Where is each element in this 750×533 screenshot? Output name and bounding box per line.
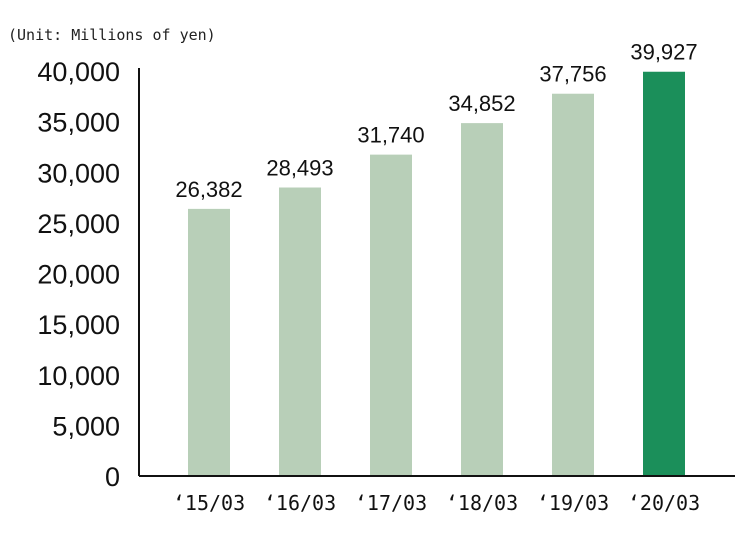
value-labels: 26,382 28,493 31,740 34,852 37,756 39,927	[175, 40, 697, 202]
y-tick-label: 30,000	[37, 158, 120, 188]
x-tick-label: ‘16/03	[264, 491, 336, 515]
unit-label: (Unit: Millions of yen)	[8, 26, 216, 44]
x-tick-label: ‘17/03	[355, 491, 427, 515]
bar-value-label: 37,756	[539, 62, 606, 87]
bar	[188, 208, 230, 476]
y-tick-label: 20,000	[37, 260, 120, 290]
y-tick-label: 40,000	[37, 57, 120, 87]
bar	[461, 123, 503, 476]
x-tick-label: ‘18/03	[446, 491, 518, 515]
bar-value-label: 28,493	[266, 156, 333, 181]
y-tick-label: 15,000	[37, 310, 120, 340]
y-axis-ticks: 0 5,000 10,000 15,000 20,000 25,000 30,000 35,0…	[37, 57, 120, 492]
bar-value-label: 26,382	[175, 177, 242, 202]
y-tick-label: 10,000	[37, 361, 120, 391]
y-tick-label: 0	[105, 462, 120, 492]
y-tick-label: 5,000	[52, 411, 120, 441]
x-axis-ticks: ‘15/03 ‘16/03 ‘17/03 ‘18/03 ‘19/03 ‘20/03	[173, 491, 700, 515]
x-tick-label: ‘15/03	[173, 491, 245, 515]
bar-value-label: 34,852	[448, 91, 515, 116]
x-tick-label: ‘19/03	[537, 491, 609, 515]
y-tick-label: 35,000	[37, 108, 120, 138]
bar-value-label: 31,740	[357, 123, 424, 148]
y-tick-label: 25,000	[37, 209, 120, 239]
bar	[643, 71, 685, 476]
bar-value-label: 39,927	[630, 40, 697, 65]
bar	[370, 154, 412, 476]
bar	[552, 93, 594, 477]
bar	[279, 187, 321, 477]
x-tick-label: ‘20/03	[628, 491, 700, 515]
bars	[188, 71, 685, 477]
